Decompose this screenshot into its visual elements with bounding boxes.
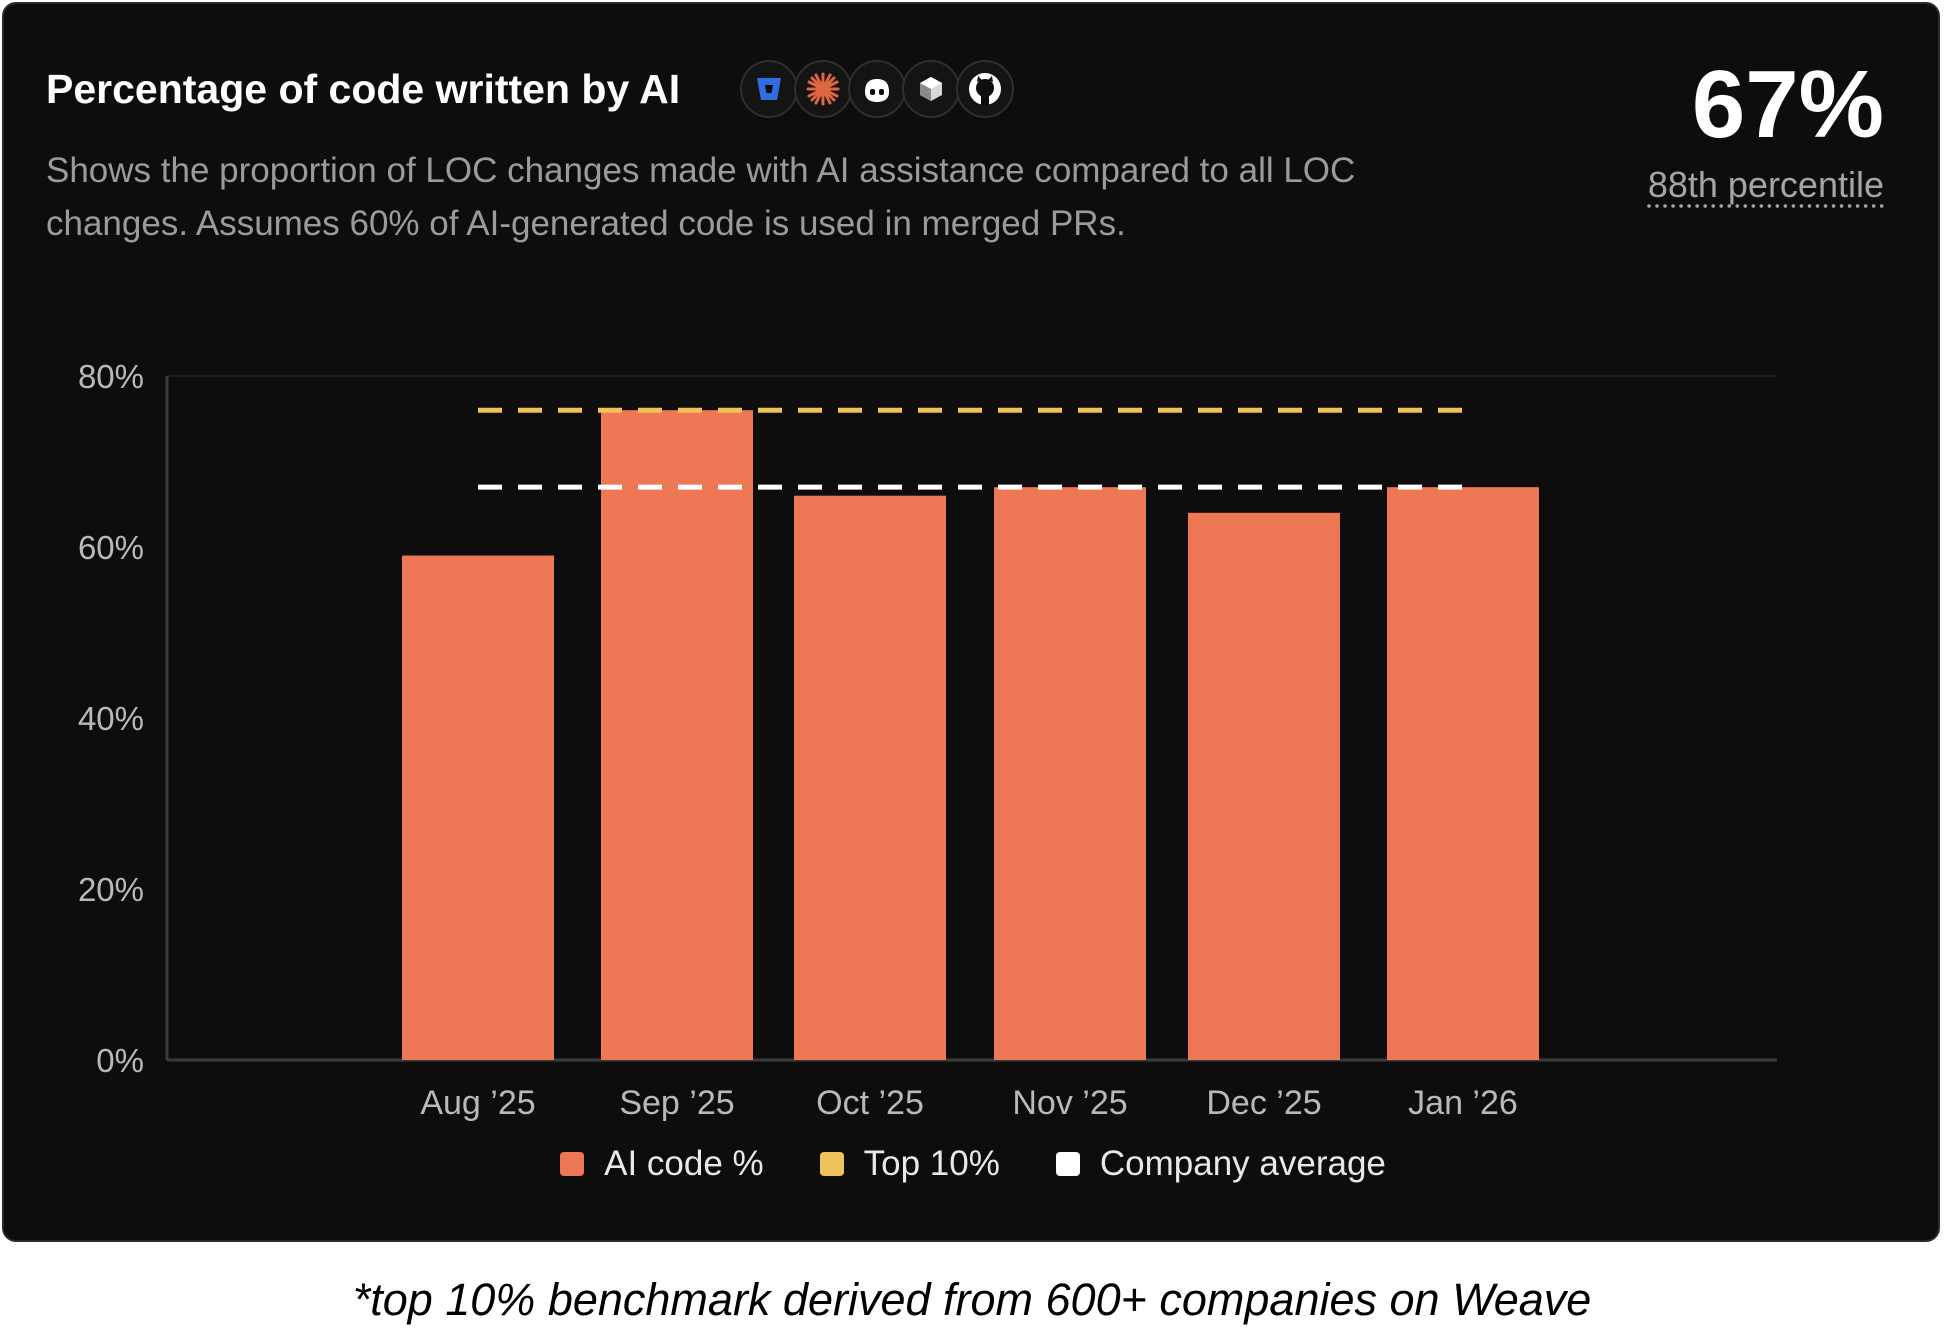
bar [794,495,946,1060]
bar [601,410,753,1060]
x-tick-label: Aug ’25 [420,1084,535,1122]
legend-item-ai-code[interactable]: AI code % [560,1144,764,1184]
cursor-icon [902,60,960,118]
card-description: Shows the proportion of LOC changes made… [46,151,1356,243]
y-tick-label: 0% [96,1042,144,1079]
legend-label: Company average [1099,1144,1386,1183]
metric-card: Percentage of code written by AI [2,2,1940,1242]
x-tick-label: Dec ’25 [1206,1084,1321,1122]
bar [402,555,554,1060]
copilot-icon [848,60,906,118]
bar-chart: 0% 20% 40% 60% 80% Aug ’25 Sep ’25 Oct ’25 Nov ’… [78,358,1777,1122]
legend-swatch-company-average [1055,1152,1080,1176]
claude-icon [794,60,852,118]
bar [994,487,1146,1060]
headline-value: 67% [1691,51,1884,158]
y-tick-label: 20% [78,871,144,908]
x-tick-label: Oct ’25 [816,1084,924,1122]
footnote: *top 10% benchmark derived from 600+ com… [352,1274,1592,1325]
legend-label: AI code % [604,1144,764,1183]
bitbucket-icon [740,60,798,118]
legend-item-top-10[interactable]: Top 10% [819,1144,1000,1184]
legend-swatch-top-10 [819,1152,844,1176]
bar [1387,487,1539,1060]
y-tick-label: 60% [78,529,144,566]
y-tick-label: 40% [78,700,144,737]
legend-item-company-average[interactable]: Company average [1055,1144,1386,1184]
x-tick-label: Jan ’26 [1408,1084,1518,1122]
legend-swatch-ai-code [560,1152,585,1176]
chart-legend: AI code % Top 10% Company average [4,1144,1942,1184]
x-tick-label: Sep ’25 [619,1084,734,1122]
bar [1188,512,1340,1060]
card-title: Percentage of code written by AI [46,66,681,112]
legend-label: Top 10% [863,1144,1000,1183]
x-tick-label: Nov ’25 [1012,1084,1127,1122]
source-icons [740,60,1014,122]
y-tick-label: 80% [78,358,144,395]
percentile-link[interactable]: 88th percentile [1647,164,1884,205]
github-icon [956,60,1014,118]
